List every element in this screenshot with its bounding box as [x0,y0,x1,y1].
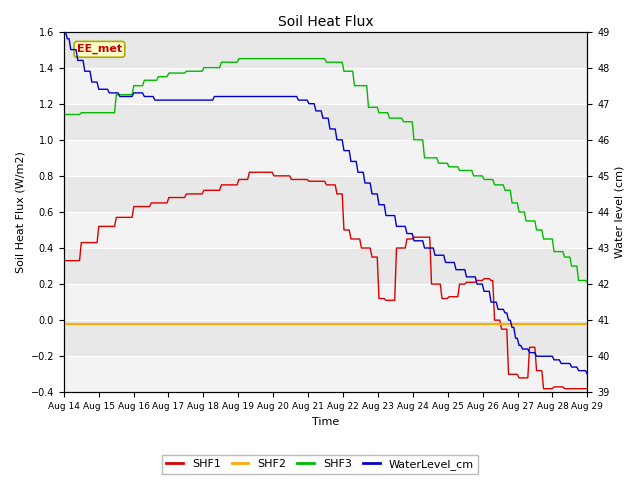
SHF1 [246,169,253,175]
SHF2 [584,321,591,327]
Y-axis label: Water level (cm): Water level (cm) [615,166,625,258]
SHF2 [501,321,509,327]
WaterLevel_cm [370,191,378,197]
Line: WaterLevel_cm: WaterLevel_cm [64,32,588,374]
SHF1 [584,386,591,392]
WaterLevel_cm [534,353,542,359]
Bar [64,212,588,248]
Y-axis label: Soil Heat Flux (W/m2): Soil Heat Flux (W/m2) [15,151,25,273]
SHF2 [372,321,380,327]
Bar [64,140,588,176]
SHF3 [382,110,390,116]
SHF1 [61,258,69,264]
Bar [64,356,588,392]
Line: SHF1: SHF1 [64,172,588,389]
SHF3 [584,279,591,285]
SHF1 [540,386,547,392]
SHF1 [382,298,390,303]
SHF3 [503,187,511,193]
SHF3 [61,112,69,118]
WaterLevel_cm [61,29,69,35]
SHF2 [60,321,68,327]
WaterLevel_cm [372,191,380,197]
Title: Soil Heat Flux: Soil Heat Flux [278,15,373,29]
SHF1 [536,368,544,373]
WaterLevel_cm [501,310,509,316]
Bar [64,284,588,320]
WaterLevel_cm [380,202,388,208]
Line: SHF3: SHF3 [64,59,588,282]
WaterLevel_cm [60,29,68,35]
SHF1 [373,254,381,260]
SHF3 [372,105,380,110]
Text: EE_met: EE_met [77,44,122,54]
SHF3 [60,112,68,118]
SHF2 [380,321,388,327]
Bar [64,68,588,104]
SHF3 [536,227,544,233]
SHF2 [370,321,378,327]
SHF3 [373,105,381,110]
SHF1 [60,258,68,264]
SHF1 [372,254,380,260]
X-axis label: Time: Time [312,417,339,427]
Legend: SHF1, SHF2, SHF3, WaterLevel_cm: SHF1, SHF2, SHF3, WaterLevel_cm [162,455,478,474]
SHF1 [503,326,511,332]
WaterLevel_cm [584,372,591,377]
SHF3 [235,56,243,61]
SHF2 [534,321,542,327]
SHF2 [61,321,69,327]
